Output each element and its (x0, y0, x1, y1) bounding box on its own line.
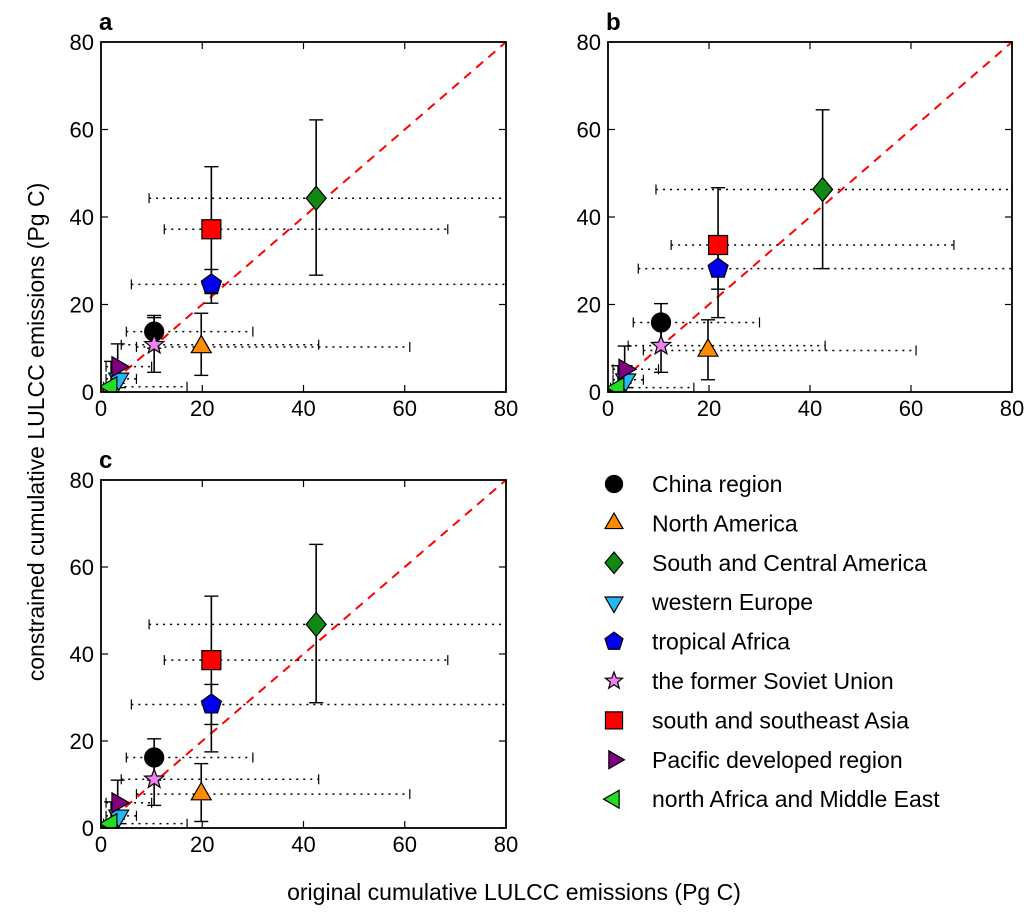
marker-north-africa-and-middle-east (608, 376, 625, 393)
y-tick-label: 20 (577, 293, 601, 318)
legend-item-south-and-southeast-asia: south and southeast Asia (604, 707, 909, 733)
x-tick-label: 0 (95, 832, 107, 857)
legend-label: south and southeast Asia (652, 707, 909, 733)
y-axis-label: constrained cumulative LULCC emissions (… (23, 183, 49, 682)
marker-china-region (650, 312, 672, 333)
legend-item-the-former-soviet-union: the former Soviet Union (603, 668, 894, 694)
x-tick-label: 40 (291, 832, 315, 857)
marker-south-and-southeast-asia (201, 219, 222, 240)
plot-area (608, 109, 1013, 393)
legend-item-pacific-developed-region: Pacific developed region (608, 747, 903, 773)
panel-label: b (606, 9, 621, 36)
marker-north-africa-and-middle-east (101, 375, 118, 393)
y-tick-label: 60 (70, 555, 94, 580)
reference-line (100, 479, 507, 829)
reference-line (100, 41, 507, 393)
y-tick-label: 0 (82, 816, 94, 841)
x-tick-label: 40 (291, 396, 315, 421)
marker-south-and-central-america (305, 185, 327, 212)
marker-the-former-soviet-union (143, 333, 166, 355)
legend-marker-north-africa-and-middle-east (602, 789, 620, 810)
y-tick-label: 20 (70, 293, 94, 318)
marker-south-and-southeast-asia (707, 234, 729, 256)
legend-label: South and Central America (652, 550, 927, 576)
x-tick-label: 0 (602, 396, 614, 421)
x-tick-label: 20 (190, 832, 214, 857)
x-tick-label: 60 (393, 832, 417, 857)
legend-marker-south-and-southeast-asia (604, 711, 624, 730)
legend-item-north-america: North America (604, 510, 798, 536)
x-axis-label: original cumulative LULCC emissions (Pg … (287, 879, 741, 905)
legend-marker-north-america (604, 511, 624, 530)
legend-label: China region (652, 471, 782, 497)
legend-marker-south-and-central-america (604, 551, 624, 575)
x-tick-label: 0 (95, 396, 107, 421)
marker-north-america (696, 337, 719, 357)
marker-south-and-southeast-asia (201, 649, 222, 671)
x-tick-label: 20 (697, 396, 721, 421)
x-tick-label: 20 (190, 396, 214, 421)
x-tick-label: 60 (393, 396, 417, 421)
panel-label: c (99, 447, 112, 474)
y-tick-label: 60 (70, 118, 94, 143)
legend-item-western-europe: western Europe (604, 589, 813, 615)
y-tick-label: 0 (82, 380, 94, 405)
y-tick-label: 40 (70, 642, 94, 667)
legend-label: tropical Africa (652, 629, 790, 655)
marker-the-former-soviet-union (143, 767, 166, 789)
marker-china-region (144, 747, 165, 768)
x-tick-label: 60 (899, 396, 923, 421)
legend-label: North America (652, 510, 798, 536)
legend-item-north-africa-and-middle-east: north Africa and Middle East (602, 786, 940, 812)
legend-marker-western-europe (604, 596, 624, 614)
legend: China region North America South and Centr… (602, 471, 940, 812)
marker-the-former-soviet-union (649, 333, 673, 356)
marker-north-america (190, 334, 213, 354)
marker-north-africa-and-middle-east (101, 812, 118, 829)
marker-tropical-africa (200, 693, 223, 714)
marker-tropical-africa (200, 273, 223, 294)
legend-marker-pacific-developed-region (608, 749, 626, 770)
legend-label: western Europe (651, 589, 813, 615)
legend-marker-china-region (604, 474, 624, 494)
legend-item-china-region: China region (604, 471, 782, 497)
legend-marker-tropical-africa (604, 631, 624, 650)
marker-tropical-africa (707, 257, 729, 278)
y-tick-label: 60 (577, 118, 601, 143)
y-tick-label: 40 (577, 205, 601, 230)
marker-south-and-central-america (305, 611, 327, 638)
y-tick-label: 0 (589, 380, 601, 405)
marker-north-america (190, 781, 213, 801)
x-tick-label: 80 (494, 396, 518, 421)
x-tick-label: 80 (1000, 396, 1024, 421)
x-tick-label: 40 (798, 396, 822, 421)
legend-marker-the-former-soviet-union (603, 670, 625, 690)
reference-line (607, 41, 1013, 393)
legend-label: Pacific developed region (652, 747, 903, 773)
panel-label: a (99, 9, 113, 36)
legend-label: north Africa and Middle East (652, 786, 940, 812)
y-tick-label: 80 (70, 468, 94, 493)
plot-area (101, 543, 507, 829)
marker-pacific-developed-region (111, 355, 131, 378)
y-tick-label: 80 (70, 30, 94, 55)
y-tick-label: 40 (70, 205, 94, 230)
x-tick-label: 80 (494, 832, 518, 857)
marker-pacific-developed-region (618, 358, 638, 381)
marker-pacific-developed-region (111, 791, 131, 814)
legend-label: the former Soviet Union (652, 668, 894, 694)
marker-south-and-central-america (811, 176, 834, 203)
y-tick-label: 20 (70, 729, 94, 754)
legend-item-south-and-central-america: South and Central America (604, 550, 927, 576)
legend-item-tropical-africa: tropical Africa (604, 629, 790, 655)
y-tick-label: 80 (577, 30, 601, 55)
plot-area (101, 119, 507, 393)
